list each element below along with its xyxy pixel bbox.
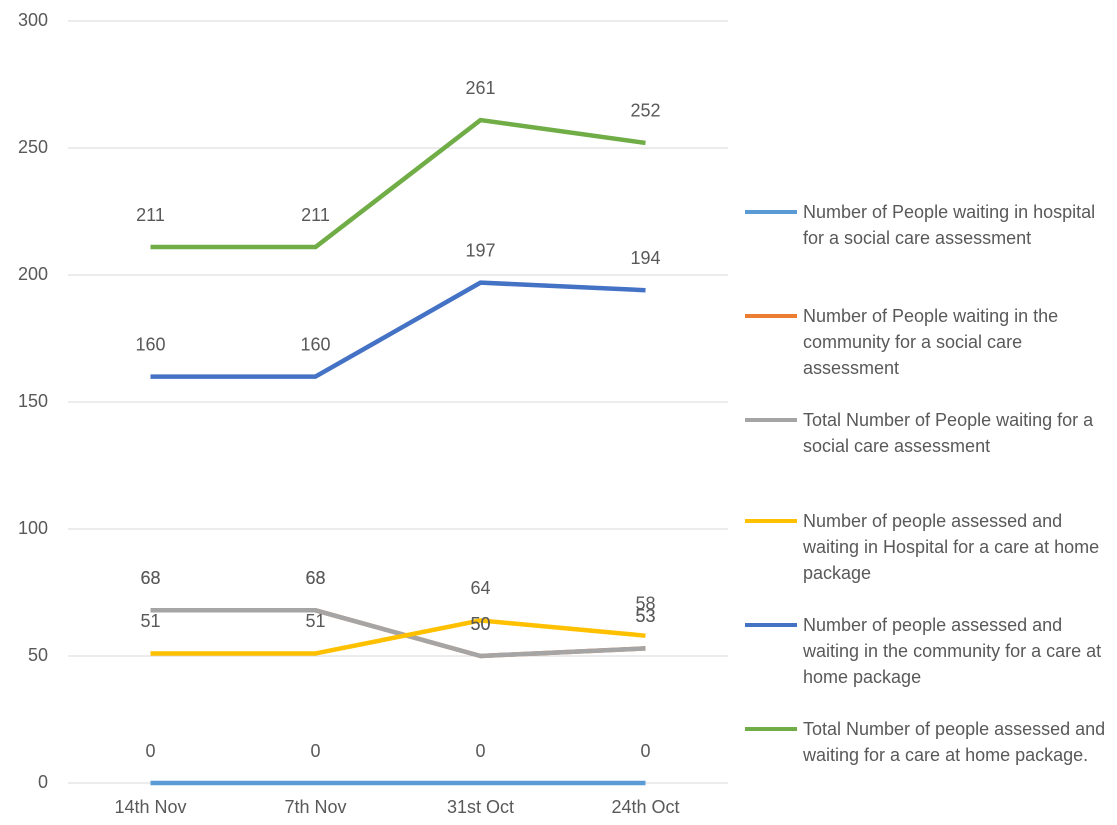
data-label: 160 [135,334,165,354]
data-label: 68 [305,568,325,588]
data-label: 51 [140,611,160,631]
legend-item: Number of People waiting in the communit… [745,303,1113,381]
legend-label: Number of people assessed and waiting in… [803,511,1100,583]
data-label: 50 [470,614,490,634]
data-label: 58 [635,593,655,613]
data-label: 160 [300,334,330,354]
legend-item: Number of people assessed and waiting in… [745,508,1113,586]
series-line [150,117,646,250]
x-tick-label: 31st Oct [447,797,514,817]
data-label: 0 [475,741,485,761]
data-label: 0 [640,741,650,761]
y-tick-label: 150 [18,391,48,411]
y-tick-label: 50 [28,645,48,665]
legend-swatch [745,314,797,318]
legend-swatch [745,727,797,731]
data-label: 53 [635,606,655,626]
legend-swatch [745,418,797,422]
y-tick-label: 100 [18,518,48,538]
x-tick-label: 24th Oct [611,797,679,817]
legend-item: Total Number of people assessed and wait… [745,716,1113,768]
series-line [150,608,646,659]
legend-swatch [745,623,797,627]
data-label: 211 [301,205,330,225]
series-line [150,618,646,656]
data-label: 68 [140,568,160,588]
data-label: 252 [630,101,660,121]
data-label: 211 [136,205,165,225]
legend-item: Total Number of People waiting for a soc… [745,407,1113,459]
legend-item: Number of People waiting in hospital for… [745,199,1113,251]
y-tick-label: 200 [18,264,48,284]
y-tick-label: 300 [18,10,48,30]
data-label: 50 [470,614,490,634]
data-label: 68 [140,568,160,588]
legend-label: Number of people assessed and waiting in… [803,615,1102,687]
legend-label: Total Number of People waiting for a soc… [803,410,1094,456]
data-label: 261 [465,78,495,98]
y-tick-label: 0 [38,772,48,792]
data-label: 51 [305,611,325,631]
legend-swatch [745,210,797,214]
legend-label: Number of People waiting in hospital for… [803,202,1096,248]
legend-item: Number of people assessed and waiting in… [745,612,1113,690]
x-tick-label: 14th Nov [114,797,186,817]
data-label: 194 [630,248,660,268]
data-label: 64 [470,578,490,598]
data-label: 53 [635,606,655,626]
series-line [150,280,646,379]
data-label: 0 [310,741,320,761]
y-tick-label: 250 [18,137,48,157]
x-tick-label: 7th Nov [284,797,346,817]
legend-label: Total Number of people assessed and wait… [803,719,1106,765]
legend-swatch [745,519,797,523]
data-label: 0 [145,741,155,761]
data-label: 68 [305,568,325,588]
data-label: 197 [465,240,495,260]
legend-label: Number of People waiting in the communit… [803,306,1059,378]
